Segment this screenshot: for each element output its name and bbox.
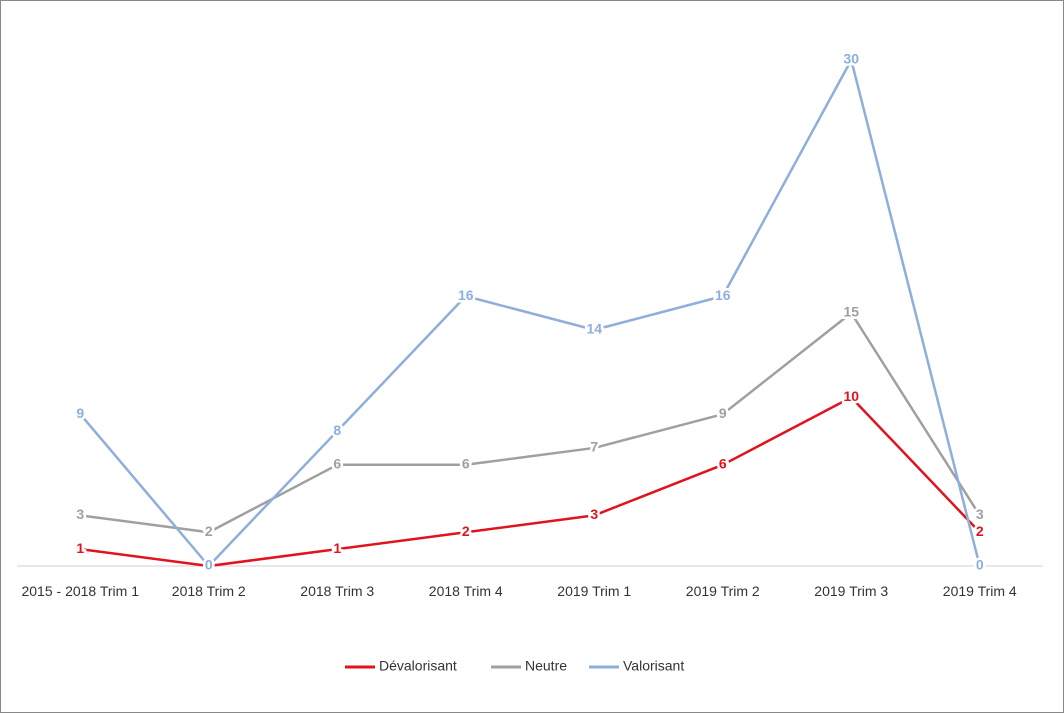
x-tick-label: 2018 Trim 2 — [171, 583, 246, 599]
data-label: 3 — [590, 506, 598, 522]
data-label: 7 — [590, 439, 598, 455]
x-tick-label: 2018 Trim 4 — [428, 583, 503, 599]
data-label: 16 — [458, 287, 474, 303]
data-label: 6 — [462, 456, 470, 472]
x-tick-label: 2019 Trim 3 — [814, 583, 889, 599]
data-label: 10 — [843, 388, 859, 404]
data-label: 3 — [976, 506, 984, 522]
legend-label: Dévalorisant — [379, 658, 457, 674]
data-label: 16 — [715, 287, 731, 303]
legend-label: Valorisant — [623, 658, 684, 674]
data-label: 9 — [719, 405, 727, 421]
data-label: 2 — [976, 523, 984, 539]
data-label: 1 — [76, 540, 84, 556]
data-label: 14 — [586, 321, 602, 337]
data-label: 3 — [76, 506, 84, 522]
series-line — [80, 396, 981, 568]
data-label: 0 — [976, 557, 984, 573]
series-line — [79, 58, 981, 568]
data-label: 8 — [333, 422, 341, 438]
x-tick-label: 2019 Trim 1 — [557, 583, 632, 599]
x-tick-label: 2018 Trim 3 — [300, 583, 375, 599]
data-label: 2 — [205, 523, 213, 539]
data-label: 6 — [333, 456, 341, 472]
x-tick-label: 2015 - 2018 Trim 1 — [21, 583, 139, 599]
x-tick-label: 2019 Trim 2 — [685, 583, 760, 599]
series-line — [80, 311, 981, 534]
legend-label: Neutre — [525, 658, 567, 674]
data-label: 6 — [719, 456, 727, 472]
data-label: 0 — [205, 557, 213, 573]
data-label: 9 — [76, 405, 84, 421]
data-label: 30 — [843, 51, 859, 67]
data-label: 0 — [205, 557, 213, 573]
data-label: 15 — [843, 304, 859, 320]
data-label: 1 — [333, 540, 341, 556]
x-tick-label: 2019 Trim 4 — [942, 583, 1017, 599]
data-label: 2 — [462, 523, 470, 539]
